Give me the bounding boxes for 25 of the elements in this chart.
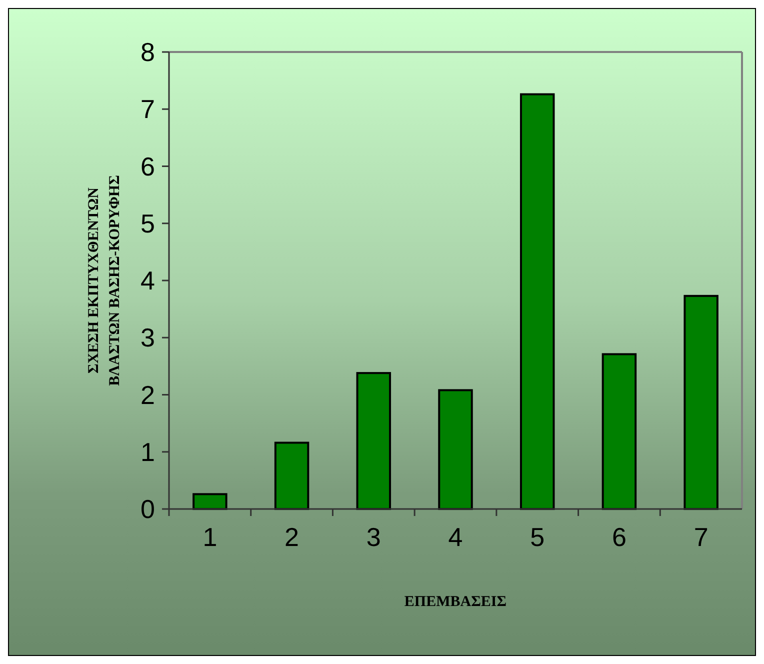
x-tick-label: 3 <box>366 522 381 552</box>
y-tick-label: 3 <box>140 322 155 353</box>
bar <box>602 353 637 510</box>
bar <box>192 493 228 510</box>
x-tick-label: 7 <box>694 522 708 552</box>
y-tick-label: 4 <box>140 266 155 296</box>
x-tick-label: 4 <box>448 522 463 552</box>
x-tick-label: 1 <box>202 522 218 552</box>
y-tick-label: 2 <box>140 380 155 410</box>
bar <box>356 372 392 510</box>
bar <box>438 389 473 510</box>
y-tick-label: 6 <box>140 151 155 182</box>
x-tick-label: 2 <box>284 522 300 552</box>
y-tick-label: 7 <box>140 94 155 124</box>
y-tick-label: 1 <box>140 436 155 467</box>
bar <box>274 442 310 510</box>
y-tick-label: 8 <box>140 37 155 68</box>
x-tick-label: 5 <box>530 522 545 552</box>
y-tick-label: 5 <box>140 208 155 238</box>
x-tick-label: 6 <box>612 522 626 552</box>
y-axis-title: ΣΧΕΣΗ ΕΚΠΤΥΧΘΕΝΤΩΝ ΒΛΑΣΤΩΝ ΒΑΣΗΣ-ΚΟΡΥΦΗΣ <box>86 174 123 386</box>
bar <box>684 294 718 510</box>
bar <box>520 93 555 510</box>
x-axis-title: ΕΠΕΜΒΑΣΕΙΣ <box>404 594 507 610</box>
y-tick-label: 0 <box>140 494 155 524</box>
